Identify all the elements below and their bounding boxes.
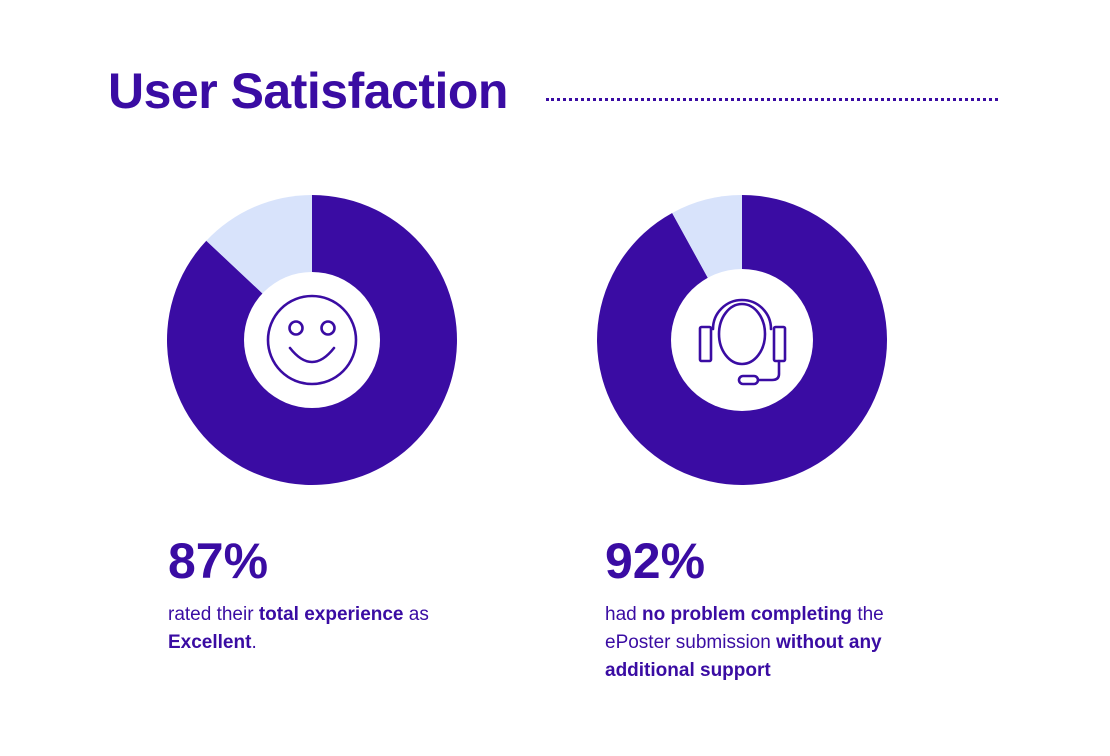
description-2-bold-a: no problem completing — [641, 604, 853, 625]
description-1-text-a: rated their — [168, 604, 259, 625]
description-2-bold-b: without any additional support — [605, 632, 882, 681]
description-2-text-a: had — [605, 604, 642, 625]
donut-center-1 — [244, 272, 380, 408]
description-2-text-b: the ePoster submission — [605, 604, 884, 653]
stat-description-1: rated their total experience as Excellen… — [168, 601, 468, 657]
page-title: User Satisfaction — [108, 63, 508, 119]
donut-chart-2 — [597, 195, 888, 486]
donut-center-2 — [671, 269, 813, 411]
headset-icon — [698, 298, 787, 386]
description-1-text-b: as — [403, 604, 429, 625]
donut-chart-1 — [166, 195, 457, 485]
description-1-bold-a: total experience — [258, 604, 404, 625]
stat-value-2: 92% — [605, 533, 706, 589]
title-dotted-rule — [546, 98, 998, 101]
description-1-bold-b: Excellent — [168, 632, 252, 653]
description-1-text-c: . — [251, 632, 257, 653]
stat-description-2: had no problem completing the ePoster su… — [605, 601, 945, 685]
smiley-face-icon — [266, 294, 358, 386]
stat-value-1: 87% — [168, 533, 269, 589]
